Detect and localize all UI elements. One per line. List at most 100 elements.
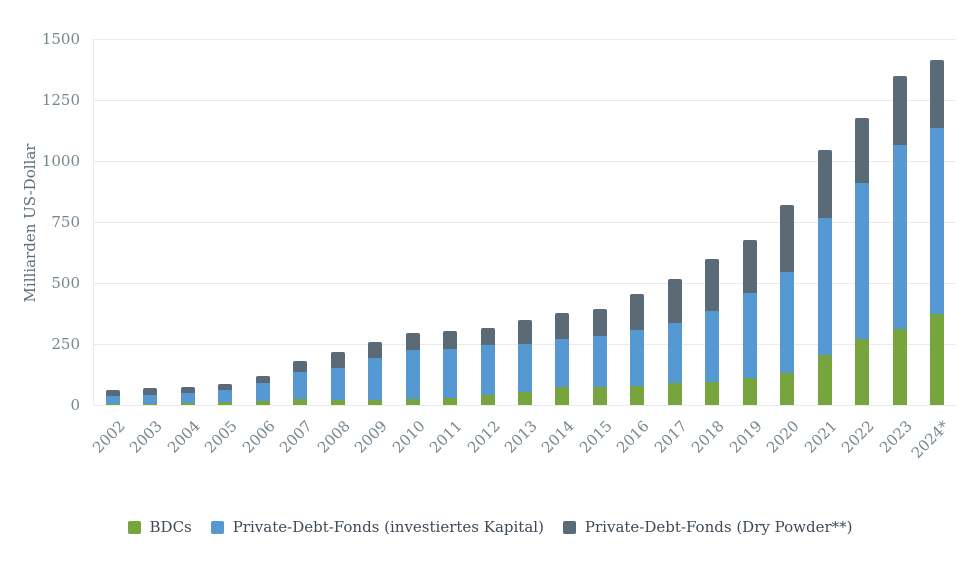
bar-segment-2014-series-0: [555, 387, 570, 405]
x-tick-label-2014: 2014: [538, 417, 579, 457]
bar-2018: [705, 259, 720, 405]
bar-segment-2009-series-0: [368, 400, 383, 405]
bar-segment-2010-series-0: [405, 399, 420, 405]
bar-segment-2020-series-2: [780, 204, 795, 272]
x-tick-label-2018: 2018: [688, 417, 729, 457]
gridline-500: [94, 283, 956, 284]
x-tick-label-2019: 2019: [725, 417, 766, 457]
bar-segment-2017-series-2: [667, 278, 682, 324]
bar-2004: [180, 386, 195, 405]
y-tick-label-1250: 1250: [41, 91, 80, 109]
x-tick-label-2015: 2015: [575, 417, 616, 457]
bar-2008: [330, 352, 345, 405]
x-tick-label-2022: 2022: [838, 417, 879, 457]
bar-2015: [592, 309, 607, 405]
bar-segment-2013-series-2: [518, 319, 532, 344]
y-tick-label-500: 500: [51, 274, 80, 292]
bar-segment-2006-series-2: [255, 376, 270, 384]
bar-segment-2003-series-2: [143, 388, 158, 395]
bar-segment-2013-series-1: [518, 343, 532, 392]
x-tick-label-2006: 2006: [238, 417, 279, 457]
bar-segment-2017-series-1: [667, 323, 682, 384]
bar-2023: [892, 76, 907, 405]
bar-segment-2018-series-2: [705, 259, 720, 311]
bar-segment-2015-series-0: [592, 387, 607, 405]
bar-segment-2005-series-0: [218, 402, 233, 405]
x-tick-label-2016: 2016: [613, 417, 654, 457]
bar-segment-2020-series-0: [780, 373, 795, 405]
bar-2012: [480, 327, 495, 405]
bar-segment-2016-series-0: [630, 385, 645, 405]
bar-2009: [368, 341, 383, 405]
bar-segment-2010-series-2: [405, 333, 420, 350]
bar-segment-2022-series-2: [855, 117, 870, 183]
bar-segment-2023-series-0: [892, 328, 907, 405]
bar-segment-2021-series-2: [817, 150, 832, 218]
bar-segment-2002-series-1: [105, 395, 120, 404]
bar-segment-2023-series-1: [892, 145, 907, 329]
plot-area: [93, 39, 956, 406]
bar-segment-2007-series-2: [293, 360, 308, 372]
gridline-1000: [94, 161, 956, 162]
legend-item-dry-powder: Private-Debt-Fonds (Dry Powder**): [562, 518, 853, 536]
gridline-1500: [94, 39, 956, 40]
bar-segment-2014-series-1: [555, 339, 570, 388]
legend: BDCs Private-Debt-Fonds (investiertes Ka…: [0, 518, 980, 536]
legend-label-dry-powder: Private-Debt-Fonds (Dry Powder**): [584, 518, 853, 536]
x-tick-label-2010: 2010: [388, 417, 429, 457]
bar-segment-2004-series-1: [180, 392, 195, 404]
x-tick-label-2012: 2012: [463, 417, 504, 457]
bar-segment-2014-series-2: [555, 313, 570, 340]
bar-2022: [855, 117, 870, 405]
bar-segment-2013-series-0: [518, 391, 532, 405]
x-tick-label-2003: 2003: [126, 417, 166, 457]
bar-2013: [518, 319, 532, 405]
bar-segment-2003-series-0: [143, 403, 158, 405]
legend-label-invested-capital: Private-Debt-Fonds (investiertes Kapital…: [232, 518, 544, 536]
bar-segment-2017-series-0: [667, 383, 682, 405]
bar-segment-2020-series-1: [780, 271, 795, 374]
bar-2021: [817, 150, 832, 405]
bar-segment-2019-series-2: [742, 240, 757, 294]
bar-segment-2021-series-0: [817, 354, 832, 405]
x-tick-label-2002: 2002: [88, 417, 129, 457]
x-tick-label-2017: 2017: [650, 417, 691, 457]
legend-item-invested-capital: Private-Debt-Fonds (investiertes Kapital…: [210, 518, 544, 536]
bar-segment-2009-series-2: [368, 341, 383, 359]
bar-2010: [405, 333, 420, 405]
bar-2007: [293, 360, 308, 405]
x-tick-label-2020: 2020: [763, 417, 804, 457]
bar-segment-2011-series-2: [443, 331, 458, 349]
bar-segment-2016-series-1: [630, 329, 645, 386]
x-tick-label-2004: 2004: [163, 417, 204, 457]
legend-label-bdcs: BDCs: [149, 518, 192, 536]
bar-segment-2008-series-0: [330, 400, 345, 405]
bar-2019: [742, 240, 757, 405]
y-tick-label-1000: 1000: [41, 152, 80, 170]
bar-segment-2016-series-2: [630, 294, 645, 330]
x-tick-label-2007: 2007: [276, 417, 316, 457]
bar-segment-2024*-series-1: [930, 128, 945, 315]
legend-swatch-invested-capital: [210, 520, 224, 534]
legend-swatch-dry-powder: [562, 520, 576, 534]
bar-segment-2021-series-1: [817, 217, 832, 355]
bar-segment-2005-series-2: [218, 383, 233, 390]
bar-segment-2008-series-2: [330, 352, 345, 369]
bar-segment-2012-series-0: [480, 395, 495, 405]
bar-2016: [630, 294, 645, 405]
bar-segment-2012-series-2: [480, 327, 495, 346]
bar-2003: [143, 388, 158, 405]
bar-2017: [667, 278, 682, 405]
bar-segment-2015-series-1: [592, 335, 607, 388]
bar-segment-2015-series-2: [592, 309, 607, 336]
bar-segment-2018-series-1: [705, 310, 720, 382]
bar-segment-2024*-series-0: [930, 314, 945, 405]
legend-item-bdcs: BDCs: [127, 518, 192, 536]
bar-segment-2011-series-0: [443, 398, 458, 405]
bar-2014: [555, 313, 570, 405]
bar-segment-2007-series-1: [293, 371, 308, 400]
bar-segment-2019-series-0: [742, 378, 757, 405]
bar-2005: [218, 383, 233, 405]
gridline-1250: [94, 100, 956, 101]
